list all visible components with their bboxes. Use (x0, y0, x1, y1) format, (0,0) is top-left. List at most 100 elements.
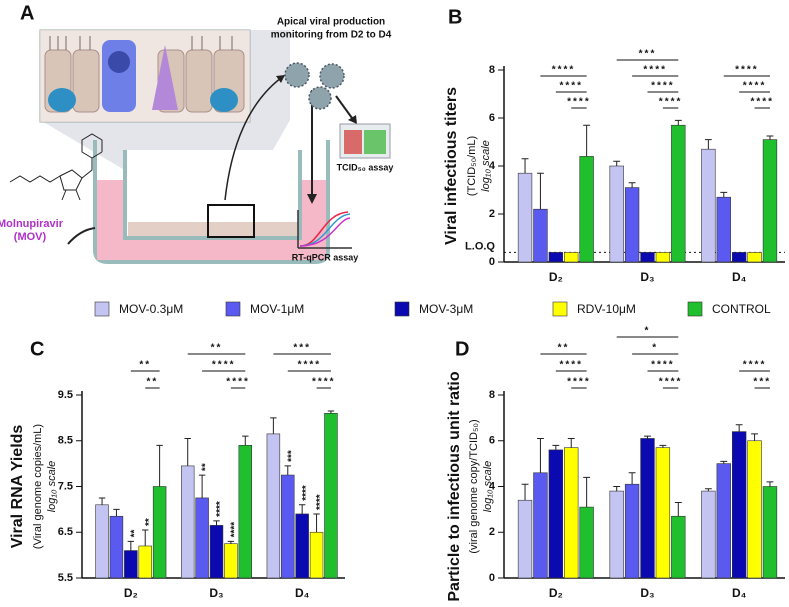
y-tick-label: 5.5 (58, 572, 73, 584)
bar (747, 252, 762, 263)
error-bar (270, 417, 277, 434)
bar (152, 486, 167, 579)
panel-a: A (0, 2, 393, 264)
bar (762, 139, 778, 263)
error-bar (521, 483, 529, 501)
nucleus (108, 51, 130, 73)
error-bar (613, 160, 621, 166)
bracket-label: **** (559, 81, 583, 92)
bar-significance: ** (144, 518, 155, 526)
panel-letter: D (455, 338, 469, 360)
bracket-label: **** (651, 81, 675, 92)
monitoring-label: Apical viral production (277, 17, 385, 28)
bar (548, 449, 564, 579)
error-bar (113, 508, 120, 517)
bar-significance: ** (201, 463, 212, 471)
error-bar (613, 486, 621, 492)
error-bar (766, 135, 774, 140)
error-bar (674, 502, 682, 517)
y-axis-label: (viral genome copy/TCID₅₀) (468, 419, 480, 553)
bracket-label: **** (743, 81, 767, 92)
drug-label: Molnupiravir (0, 218, 64, 230)
bar (209, 525, 224, 579)
bar (655, 447, 671, 579)
legend-label: CONTROL (712, 302, 771, 316)
y-axis-label: Particle to infectious unit ratio (446, 371, 463, 601)
panel-letter: B (448, 6, 462, 28)
bar (609, 165, 624, 263)
bar (716, 463, 731, 579)
bar (180, 465, 195, 579)
x-tick-label: D₂ (549, 586, 563, 600)
bar (548, 252, 564, 263)
error-bar (644, 435, 651, 439)
bar (671, 515, 686, 579)
bracket-label: **** (552, 65, 576, 76)
y-tick-label: 8.5 (58, 435, 73, 447)
bar (701, 148, 716, 263)
y-tick-label: 6 (489, 112, 495, 124)
x-tick-label: D₃ (640, 270, 654, 284)
basal-cell (210, 88, 238, 112)
panel-letter: A (20, 2, 34, 24)
error-bar (227, 540, 235, 544)
bracket-label: **** (750, 97, 774, 108)
loq-label: L.O.Q (465, 240, 495, 252)
y-tick-label: 4 (489, 480, 496, 492)
goblet-cell (152, 45, 178, 110)
bar (295, 513, 309, 579)
error-bar (628, 472, 636, 485)
legend: MOV-0.3μM MOV-1μM MOV-3μM RDV-10μM CONTROL (94, 301, 771, 317)
bar (655, 252, 671, 263)
y-tick-label: 8 (489, 389, 495, 401)
arrow (67, 227, 96, 245)
bar (609, 490, 624, 579)
bar (109, 515, 124, 579)
wells (344, 130, 386, 154)
bracket-label: **** (212, 360, 236, 371)
legend-label: MOV-3μM (419, 302, 473, 316)
error-bar (552, 444, 560, 450)
cell-layer (128, 222, 298, 236)
error-bar (156, 444, 163, 487)
bar (564, 447, 579, 579)
bracket-label: **** (226, 377, 250, 388)
drug-label: (MOV) (14, 231, 47, 243)
arrow (224, 74, 286, 201)
bar (517, 499, 533, 579)
error-bar (327, 410, 335, 414)
bar (579, 156, 594, 263)
y-axis-label: log₁₀ scale (482, 461, 494, 513)
error-bar (628, 182, 636, 188)
legend-swatch (225, 301, 241, 317)
error-bar (521, 158, 529, 174)
y-tick-label: 0 (489, 572, 495, 584)
bracket-label: * (652, 343, 658, 354)
bracket-label: **** (743, 360, 767, 371)
infected-cell (102, 40, 136, 112)
bar (564, 252, 579, 263)
bracket-label: **** (651, 360, 675, 371)
bar-significance: **** (301, 485, 312, 501)
well (93, 140, 330, 264)
bar (95, 504, 109, 579)
x-tick-label: D₃ (209, 586, 223, 600)
bracket-label: ** (147, 377, 159, 388)
bracket-label: **** (298, 360, 322, 371)
error-bar (242, 435, 249, 446)
legend-label: MOV-0.3μM (119, 302, 183, 316)
bar (238, 445, 253, 579)
error-bar (583, 476, 591, 508)
chart: B Viral infectious titers (TCID₅₀/mL) log₁₀… (443, 6, 785, 284)
error-bar (536, 437, 544, 473)
error-bar (298, 504, 306, 514)
bar (533, 472, 548, 579)
error-bar (704, 139, 712, 150)
bracket-label: **** (567, 377, 591, 388)
error-bar (213, 520, 220, 526)
bracket-label: ** (558, 343, 570, 354)
bar (731, 431, 747, 579)
bracket-label: **** (567, 97, 591, 108)
error-bar (583, 124, 591, 157)
